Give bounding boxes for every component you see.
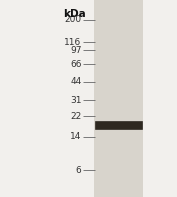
Text: kDa: kDa [63, 9, 86, 19]
Text: 31: 31 [70, 96, 81, 105]
Text: 6: 6 [76, 166, 81, 175]
Text: 116: 116 [64, 38, 81, 47]
Text: 14: 14 [70, 132, 81, 141]
Bar [95, 121, 142, 129]
Bar [94, 0, 143, 197]
Text: 97: 97 [70, 46, 81, 55]
Text: 200: 200 [64, 15, 81, 24]
Text: 44: 44 [70, 77, 81, 86]
Text: 66: 66 [70, 59, 81, 69]
Text: 22: 22 [70, 112, 81, 121]
